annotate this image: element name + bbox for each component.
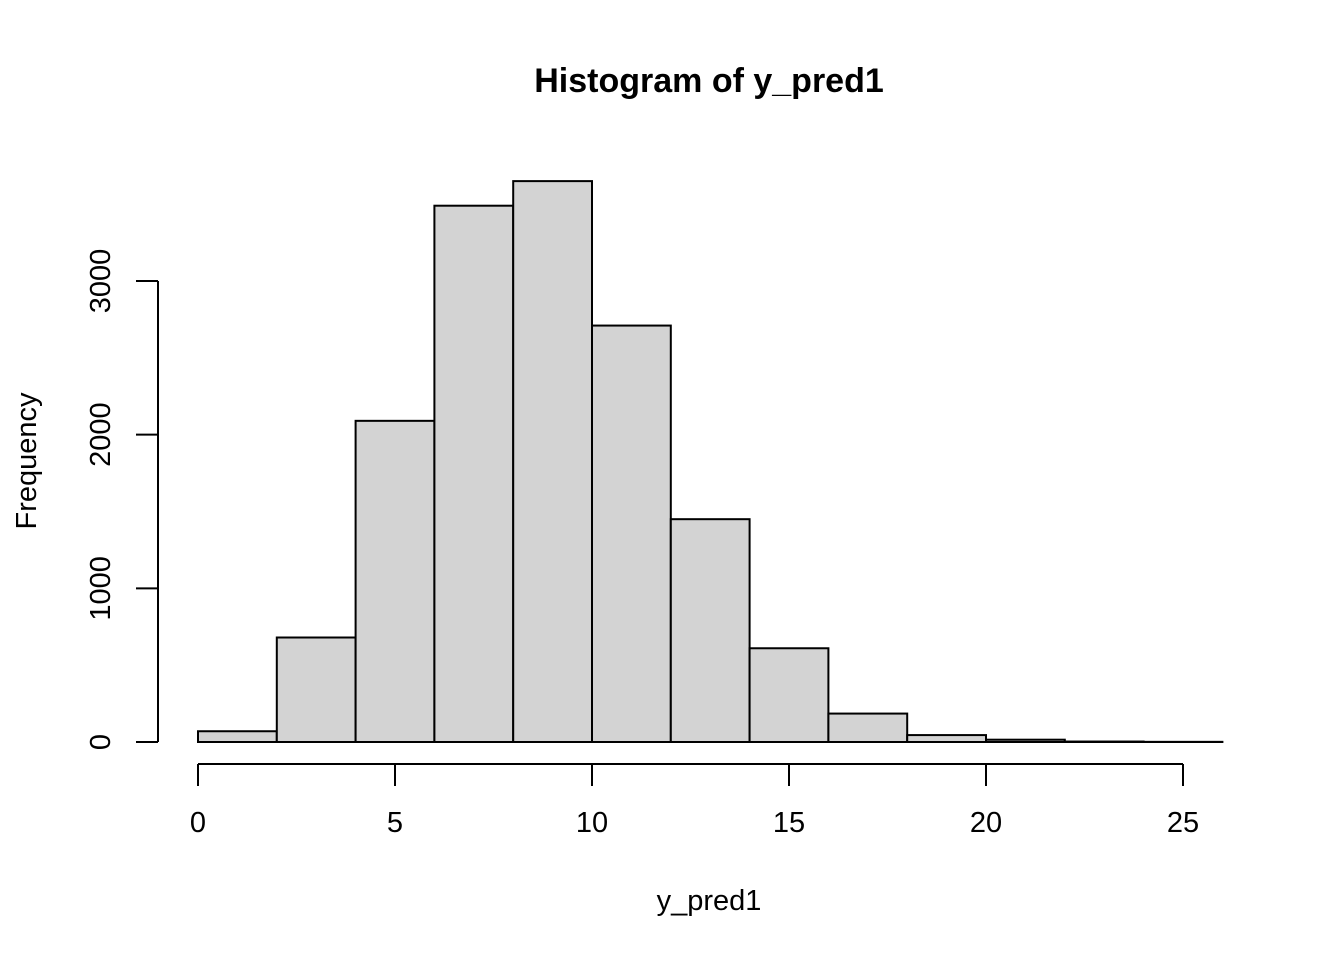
y-tick-label-2: 2000: [85, 402, 117, 467]
x-axis-title: y_pred1: [657, 885, 762, 917]
x-tick-label-4: 20: [970, 807, 1002, 839]
x-axis: 0 5 10 15 20 25: [190, 764, 1199, 839]
histogram-bar-8: [828, 714, 907, 742]
histogram-bar-9: [907, 735, 986, 742]
chart-title: Histogram of y_pred1: [534, 62, 884, 100]
histogram-bar-6: [671, 519, 750, 742]
histogram-bar-4: [513, 181, 592, 742]
y-axis-title: Frequency: [11, 392, 43, 530]
histogram-bar-7: [750, 648, 829, 742]
histogram-bar-1: [277, 638, 356, 742]
y-tick-label-0: 0: [85, 734, 117, 750]
histogram-bar-3: [434, 206, 513, 742]
histogram-bar-2: [356, 421, 435, 742]
histogram-bar-0: [198, 731, 277, 742]
x-tick-label-0: 0: [190, 807, 206, 839]
histogram-bar-5: [592, 326, 671, 742]
y-tick-label-3: 3000: [85, 249, 117, 314]
bars-group: [198, 181, 1222, 742]
y-axis: 0 1000 2000 3000: [85, 249, 158, 750]
x-tick-label-3: 15: [773, 807, 805, 839]
x-tick-label-5: 25: [1167, 807, 1199, 839]
x-tick-label-1: 5: [387, 807, 403, 839]
x-tick-label-2: 10: [576, 807, 608, 839]
y-tick-label-1: 1000: [85, 556, 117, 621]
